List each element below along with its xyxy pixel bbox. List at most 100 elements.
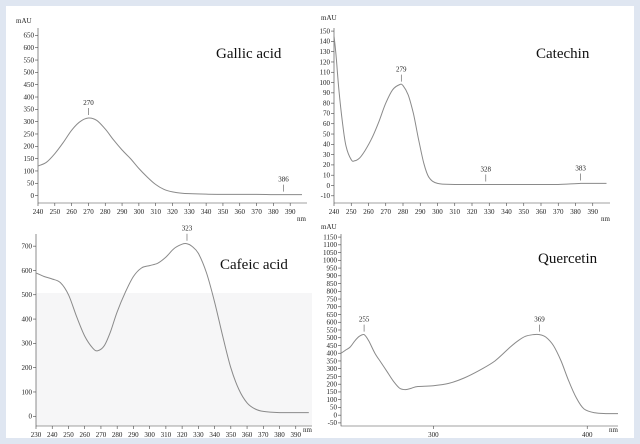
panel-cafeic-acid-xtick-label: 290 xyxy=(128,431,139,438)
panel-quercetin-ytick-label: 300 xyxy=(327,365,338,373)
panel-gallic-acid-ytick-label: 100 xyxy=(24,167,35,175)
panel-catechin-ytick-label: 0 xyxy=(327,182,331,190)
panel-cafeic-acid-xtick-label: 260 xyxy=(79,431,90,438)
panel-catechin-xtick-label: 310 xyxy=(450,208,461,216)
panel-catechin-peak-label: 328 xyxy=(481,165,492,173)
panel-catechin-ytick-label: 80 xyxy=(323,99,331,107)
panel-gallic-acid-xtick-label: 300 xyxy=(134,208,145,216)
panel-catechin-xtick-label: 350 xyxy=(519,208,530,216)
panel-gallic-acid-xlabel: nm xyxy=(297,215,307,223)
panel-catechin-ytick-label: -10 xyxy=(321,192,331,200)
panel-cafeic-acid-xlabel: nm xyxy=(303,426,313,434)
figure-frame: mAU nm Gallic acid 240 250 260 270 280 290 300… xyxy=(6,6,634,438)
panel-gallic-acid: mAU nm Gallic acid 240 250 260 270 280 290 300… xyxy=(16,17,307,223)
panel-catechin-ytick-label: 140 xyxy=(320,38,331,46)
panel-cafeic-acid-xtick-label: 310 xyxy=(161,431,172,438)
panel-catechin-ytick-label: 100 xyxy=(320,79,331,87)
panel-catechin-peak-label: 383 xyxy=(575,164,586,172)
panel-cafeic-acid-xtick-label: 330 xyxy=(193,431,204,438)
panel-catechin-ytick-label: 150 xyxy=(320,27,331,35)
panel-cafeic-acid-xtick-label: 390 xyxy=(291,431,302,438)
panel-quercetin-axes xyxy=(340,234,618,427)
panel-quercetin-ytick-label: 150 xyxy=(327,388,338,396)
panel-quercetin-ytick-label: 1000 xyxy=(323,257,338,265)
panel-quercetin-spectrum-line xyxy=(340,333,619,415)
panel-catechin-ytick-label: 110 xyxy=(320,69,331,77)
panel-catechin-ytick-label: 10 xyxy=(323,172,331,180)
panel-cafeic-acid-peak-label: 323 xyxy=(182,225,193,233)
panel-catechin-ylabel: mAU xyxy=(321,14,337,22)
panel-gallic-acid-xtick-label: 350 xyxy=(218,208,229,216)
panel-quercetin-ytick-label: 550 xyxy=(327,326,338,334)
panel-gallic-acid-xtick-label: 330 xyxy=(184,208,195,216)
panel-gallic-acid-xtick-label: 370 xyxy=(251,208,262,216)
panel-quercetin-ytick-label: 800 xyxy=(327,288,338,296)
panel-cafeic-acid-xtick-label: 240 xyxy=(47,431,58,438)
panel-catechin-xtick-label: 280 xyxy=(398,208,409,216)
panel-cafeic-acid-spectrum-line xyxy=(35,243,309,414)
panel-cafeic-acid-xtick-label: 230 xyxy=(31,431,42,438)
panel-quercetin-ytick-label: 1150 xyxy=(323,233,337,241)
panel-catechin-xtick-label: 240 xyxy=(329,208,340,216)
panel-quercetin-ytick-label: 650 xyxy=(327,311,338,319)
panel-gallic-acid-xtick-label: 250 xyxy=(50,208,61,216)
panel-quercetin-ytick-label: 950 xyxy=(327,264,338,272)
panel-quercetin-ytick-label: 500 xyxy=(327,334,338,342)
panel-gallic-acid-ytick-label: 400 xyxy=(24,93,35,101)
panel-catechin-peak-label: 279 xyxy=(396,66,407,74)
panel-gallic-acid-xtick-label: 340 xyxy=(201,208,212,216)
panel-gallic-acid-xtick-label: 360 xyxy=(235,208,246,216)
panel-catechin-xtick-label: 320 xyxy=(467,208,478,216)
panel-catechin-xtick-label: 250 xyxy=(346,208,357,216)
panel-cafeic-acid-ytick-label: 200 xyxy=(22,364,33,372)
panel-catechin-title: Catechin xyxy=(536,46,590,62)
panel-catechin: mAU nm Catechin 240 250 260 270 280 290 300 310… xyxy=(320,14,611,223)
panel-catechin-xtick-label: 380 xyxy=(570,208,581,216)
panel-gallic-acid-ytick-label: 600 xyxy=(24,44,35,52)
panel-gallic-acid-title: Gallic acid xyxy=(216,46,282,62)
panel-gallic-acid-ytick-label: 350 xyxy=(24,106,35,114)
panel-catechin-xtick-label: 290 xyxy=(415,208,426,216)
panel-gallic-acid-xtick-label: 310 xyxy=(150,208,161,216)
panel-gallic-acid-xtick-label: 380 xyxy=(268,208,279,216)
panel-catechin-xtick-label: 260 xyxy=(363,208,374,216)
panel-catechin-xlabel: nm xyxy=(601,215,611,223)
panel-cafeic-acid-xtick-label: 320 xyxy=(177,431,188,438)
panel-gallic-acid-xtick-label: 280 xyxy=(100,208,111,216)
panel-cafeic-acid-ytick-label: 500 xyxy=(22,291,33,299)
panel-catechin-xtick-label: 370 xyxy=(553,208,564,216)
panel-cafeic-acid-xtick-label: 360 xyxy=(242,431,253,438)
panel-quercetin-ytick-label: 700 xyxy=(327,303,338,311)
panel-cafeic-acid-ytick-label: 300 xyxy=(22,340,33,348)
panel-quercetin-ytick-label: 100 xyxy=(327,396,338,404)
panel-catechin-xtick-label: 300 xyxy=(432,208,443,216)
panel-catechin-xtick-label: 270 xyxy=(381,208,392,216)
panel-quercetin-ytick-label: 1050 xyxy=(323,249,338,257)
panel-cafeic-acid-xtick-label: 300 xyxy=(144,431,155,438)
panel-quercetin-ytick-label: 250 xyxy=(327,373,338,381)
panel-cafeic-acid-xtick-label: 280 xyxy=(112,431,123,438)
panel-cafeic-acid-ytick-label: 100 xyxy=(22,388,33,396)
panel-quercetin-ytick-label: 200 xyxy=(327,380,338,388)
panel-gallic-acid-ytick-label: 500 xyxy=(24,69,35,77)
panel-catechin-ytick-label: 20 xyxy=(323,161,331,169)
panel-gallic-acid-peak-label: 386 xyxy=(278,176,289,184)
panel-quercetin-ytick-label: 750 xyxy=(327,295,338,303)
panel-gallic-acid-xtick-label: 270 xyxy=(83,208,94,216)
panel-gallic-acid-ytick-label: 0 xyxy=(31,192,35,200)
panel-quercetin-xtick-label: 300 xyxy=(428,431,439,438)
panel-quercetin-xtick-label: 400 xyxy=(582,431,593,438)
panel-catechin-ytick-label: 70 xyxy=(323,110,331,118)
panel-quercetin-peak-label: 255 xyxy=(359,316,370,324)
panel-cafeic-acid-ytick-label: 0 xyxy=(29,413,33,421)
panel-quercetin-ylabel: mAU xyxy=(321,223,337,231)
panel-catechin-xtick-label: 360 xyxy=(536,208,547,216)
panel-quercetin-ytick-label: 350 xyxy=(327,357,338,365)
panel-quercetin-ytick-label: 450 xyxy=(327,342,338,350)
panel-cafeic-acid-ytick-label: 600 xyxy=(22,267,33,275)
panel-cafeic-acid-ytick-label: 700 xyxy=(22,242,33,250)
panel-catechin-ytick-label: 130 xyxy=(320,48,331,56)
uv-spectra-chart: mAU nm Gallic acid 240 250 260 270 280 290 300… xyxy=(16,14,619,438)
panel-quercetin-ytick-label: 0 xyxy=(334,411,338,419)
panel-cafeic-acid-ytick-label: 400 xyxy=(22,315,33,323)
